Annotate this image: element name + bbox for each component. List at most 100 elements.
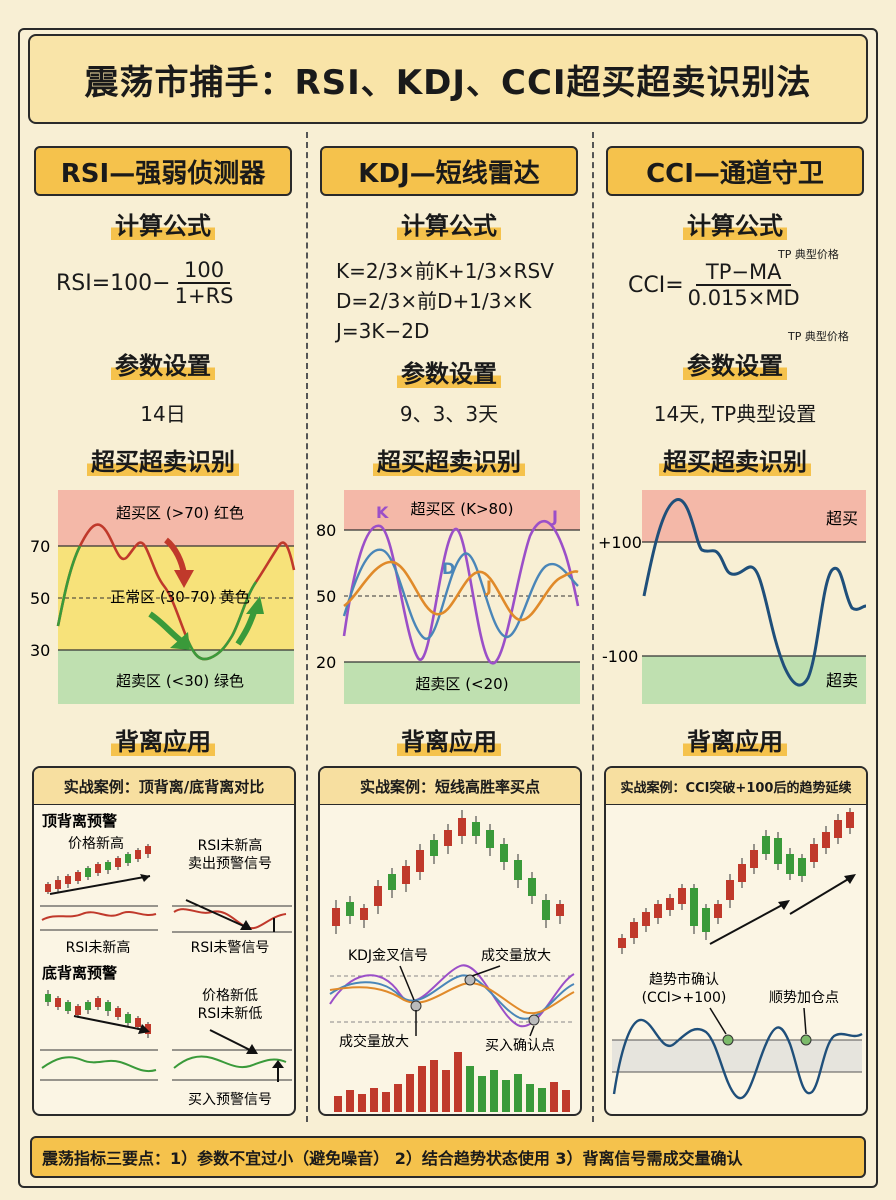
kdj-j-line bbox=[342, 520, 580, 665]
price-trend-arrow bbox=[49, 875, 151, 895]
rsi-no-high-label: RSI未新高 bbox=[66, 939, 131, 956]
kdj-buy-confirm-label: 买入确认点 bbox=[485, 1038, 555, 1054]
cci-breakout-point bbox=[722, 1034, 734, 1046]
cci-tp-note-2: TP 典型价格 bbox=[788, 330, 849, 343]
kdj-divergence-title: 背离应用 bbox=[306, 722, 592, 757]
kdj-tick-20: 20 bbox=[316, 653, 336, 672]
title-banner: 震荡市捕手：RSI、KDJ、CCI超买超卖识别法 bbox=[28, 34, 868, 124]
kdj-formula-d: D=2/3×前D+1/3×K bbox=[336, 289, 532, 313]
cci-case-box: 实战案例：CCI突破+100后的趋势延续 bbox=[604, 766, 868, 1116]
cci-tick-minus100: -100 bbox=[602, 647, 638, 666]
kdj-overbought-label: 超买区 (K>80) bbox=[411, 500, 514, 518]
outer-frame bbox=[18, 28, 878, 1188]
cci-divergence-title: 背离应用 bbox=[592, 722, 878, 757]
rsi-case-title: 实战案例：顶背离/底背离对比 bbox=[34, 768, 294, 805]
rsi-buy-arrow bbox=[148, 611, 182, 643]
rsi-line bbox=[56, 523, 296, 661]
rsi-formula-denominator: 1+RS bbox=[174, 284, 234, 308]
rsi-no-high-sell-label: RSI未新高 bbox=[198, 837, 263, 854]
cci-oversold-zone bbox=[642, 656, 866, 704]
cci-trend-confirm-label-2: (CCI>+100) bbox=[642, 990, 727, 1006]
rsi-oversold-label: 超卖区 (<30) 绿色 bbox=[116, 672, 244, 690]
cci-identify-title: 超买超卖识别 bbox=[592, 442, 878, 477]
price-low-label: 价格新低 bbox=[202, 988, 258, 1004]
buy-signal-label: 买入预警信号 bbox=[188, 1092, 272, 1108]
cci-params-value: 14天, TP典型设置 bbox=[653, 402, 817, 426]
kdj-case-chart: KDJ金叉信号 成交量放大 成交量放大 买入确认点 bbox=[329, 810, 575, 1112]
kdj-formula-title: 计算公式 bbox=[306, 206, 592, 241]
kdj-d-label: D bbox=[442, 559, 455, 578]
kdj-j-label-purple: J bbox=[551, 507, 558, 526]
rsi-divergence-charts: 顶背离预警 价格新高 RSI未新高 RSI未新高 卖出 bbox=[40, 812, 292, 1108]
bottom-divergence-label: 底背离预警 bbox=[42, 964, 117, 982]
kdj-k-label: K bbox=[376, 503, 389, 522]
cci-formula-title: 计算公式 bbox=[592, 206, 878, 241]
cci-case-chart: 趋势市确认 (CCI>+100) 顺势加仓点 bbox=[612, 808, 863, 1100]
kdj-k-line bbox=[343, 560, 579, 622]
kdj-cross-point-3 bbox=[528, 1014, 540, 1026]
rsi-overbought-zone bbox=[58, 490, 294, 546]
rsi-zone-chart: 70 50 30 超买区 (>70) 红色 正常区 (30-70) 黄色 超卖区… bbox=[30, 490, 296, 704]
kdj-cross-point-1 bbox=[410, 1000, 422, 1012]
rsi-up-arrow bbox=[235, 611, 257, 646]
kdj-params-value: 9、3、3天 bbox=[399, 402, 499, 426]
rsi-params-title: 参数设置 bbox=[20, 346, 306, 381]
kdj-golden-cross-label: KDJ金叉信号 bbox=[348, 948, 428, 964]
rsi-params-value: 14日 bbox=[140, 402, 186, 426]
kdj-oversold-label: 超卖区 (<20) bbox=[415, 675, 508, 693]
page-title: 震荡市捕手：RSI、KDJ、CCI超买超卖识别法 bbox=[84, 62, 812, 103]
rsi-tick-30: 30 bbox=[30, 641, 50, 660]
bottom-div-candles bbox=[45, 990, 151, 1038]
cci-add-position-label: 顺势加仓点 bbox=[769, 990, 839, 1006]
rsi-case-box: 实战案例：顶背离/底背离对比 顶背离预警 价格新高 RSI bbox=[32, 766, 296, 1116]
rsi-oversold-zone bbox=[58, 650, 294, 704]
kdj-params-title: 参数设置 bbox=[306, 354, 592, 389]
cci-case-candles bbox=[618, 808, 854, 954]
price-high-label: 价格新高 bbox=[68, 835, 124, 852]
column-divider bbox=[306, 132, 308, 1122]
kdj-d-line bbox=[342, 548, 579, 640]
rsi-tick-70: 70 bbox=[30, 537, 50, 556]
kdj-volume-bars bbox=[334, 1052, 570, 1112]
rsi-no-low-label: RSI未新低 bbox=[198, 1006, 263, 1022]
kdj-case-box: 实战案例：短线高胜率买点 KDJ金叉信号 bbox=[318, 766, 582, 1116]
cci-formula: CCI= TP−MA 0.015×MD bbox=[628, 260, 800, 310]
kdj-header: KDJ—短线雷达 bbox=[320, 146, 578, 196]
rsi-divergence-title: 背离应用 bbox=[20, 722, 306, 757]
cci-trend-confirm-label-1: 趋势市确认 bbox=[649, 971, 719, 988]
kdj-tick-80: 80 bbox=[316, 521, 336, 540]
kdj-case-title: 实战案例：短线高胜率买点 bbox=[320, 768, 580, 805]
kdj-volume-up-label-2: 成交量放大 bbox=[339, 1033, 409, 1050]
cci-overbought-label: 超买 bbox=[826, 509, 858, 528]
kdj-formula-k: K=2/3×前K+1/3×RSV bbox=[336, 259, 554, 283]
top-divergence-label: 顶背离预警 bbox=[42, 812, 117, 830]
cci-add-point bbox=[800, 1034, 812, 1046]
cci-zone-chart: +100 -100 超买 超卖 bbox=[598, 490, 867, 704]
rsi-formula-numerator: 100 bbox=[178, 258, 231, 284]
kdj-formula-j: J=3K−2D bbox=[336, 319, 430, 343]
cci-line bbox=[642, 498, 867, 687]
cci-column: CCI—通道守卫 计算公式 TP 典型价格 CCI= TP−MA 0.015×M… bbox=[592, 136, 878, 1136]
rsi-formula: RSI=100− 100 1+RS bbox=[56, 258, 234, 308]
kdj-tick-50: 50 bbox=[316, 587, 336, 606]
rsi-no-warn-label: RSI未警信号 bbox=[191, 940, 270, 956]
rsi-identify-title: 超买超卖识别 bbox=[20, 442, 306, 477]
rsi-formula-title: 计算公式 bbox=[20, 206, 306, 241]
kdj-column: KDJ—短线雷达 计算公式 K=2/3×前K+1/3×RSV D=2/3×前D+… bbox=[306, 136, 592, 1136]
cci-tp-note-1: TP 典型价格 bbox=[778, 248, 839, 261]
kdj-cross-point-2 bbox=[464, 974, 476, 986]
cci-case-title: 实战案例：CCI突破+100后的趋势延续 bbox=[606, 768, 866, 805]
kdj-zone-chart: 80 50 20 K D J J 超买区 (K>80) 超卖区 (<20) bbox=[316, 490, 580, 704]
footer-tips: 震荡指标三要点：1）参数不宜过小（避免噪音） 2）结合趋势状态使用 3）背离信号… bbox=[30, 1136, 866, 1178]
rsi-overbought-label: 超买区 (>70) 红色 bbox=[116, 504, 244, 522]
column-divider bbox=[592, 132, 594, 1122]
kdj-formula: K=2/3×前K+1/3×RSV D=2/3×前D+1/3×K J=3K−2D bbox=[336, 256, 554, 346]
cci-formula-numerator: TP−MA bbox=[695, 260, 792, 286]
kdj-j-label-orange: J bbox=[485, 577, 492, 596]
cci-oversold-label: 超卖 bbox=[826, 671, 858, 690]
cci-header: CCI—通道守卫 bbox=[606, 146, 864, 196]
cci-params-title: 参数设置 bbox=[592, 346, 878, 381]
kdj-volume-up-label-1: 成交量放大 bbox=[481, 947, 551, 964]
kdj-case-candles bbox=[332, 810, 564, 934]
rsi-tick-50: 50 bbox=[30, 589, 50, 608]
